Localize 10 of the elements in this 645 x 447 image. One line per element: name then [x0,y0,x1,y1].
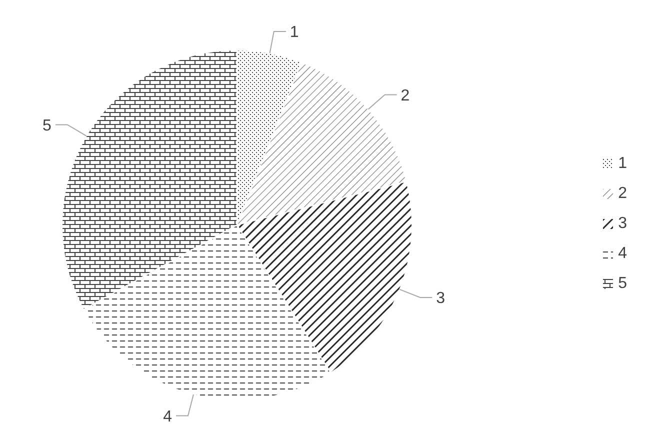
slice-label: 1 [290,24,299,42]
slice-label: 3 [436,290,446,308]
legend-label: 2 [618,184,627,202]
legend-label: 5 [618,274,627,292]
slice-label: 2 [400,87,410,104]
slice-label: 5 [42,117,52,134]
slice-label: 4 [163,408,172,426]
legend-label: 1 [618,154,627,172]
legend-label: 3 [618,214,627,232]
legend-label: 4 [618,244,627,262]
